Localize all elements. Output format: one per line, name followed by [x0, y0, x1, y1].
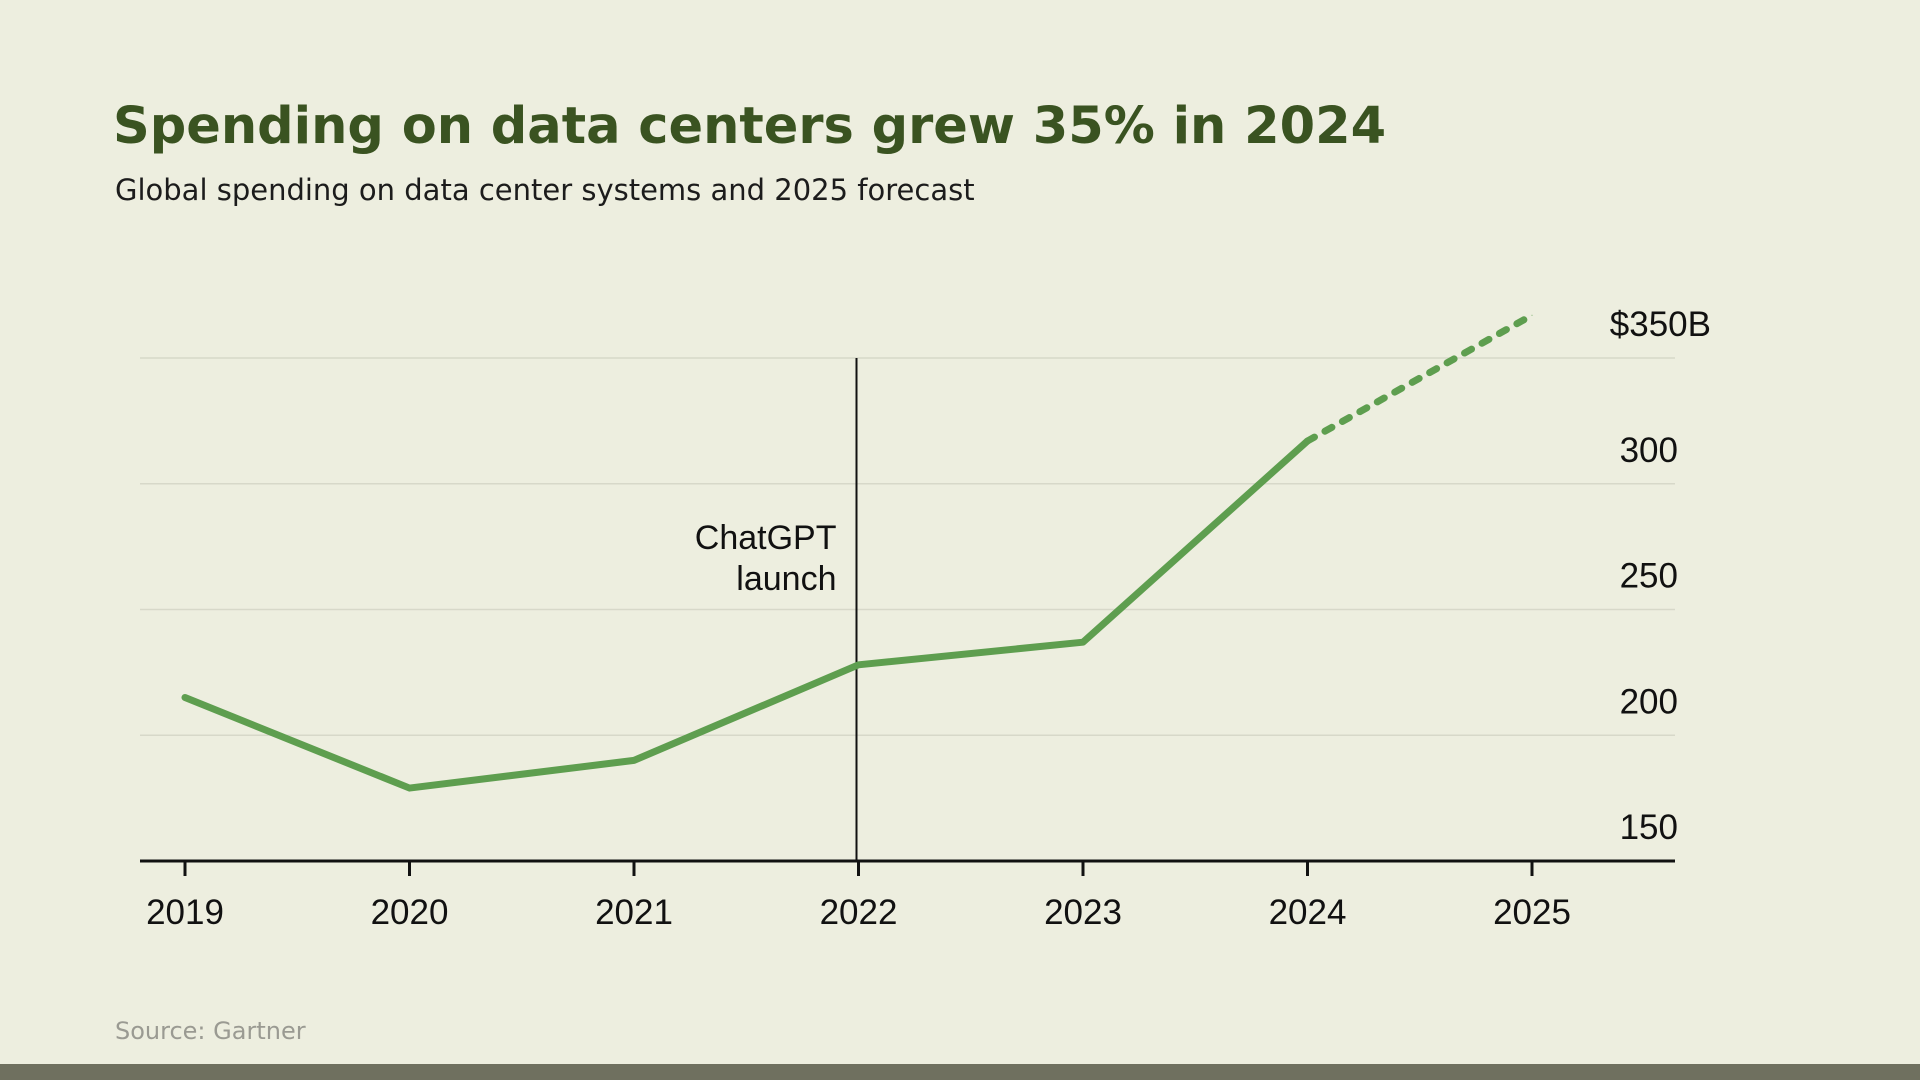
- x-tick-label-2025: 2025: [1493, 893, 1571, 932]
- data-point-2022: [858, 664, 859, 666]
- x-tick-label-2019: 2019: [146, 893, 224, 932]
- x-tick-label-2022: 2022: [820, 893, 898, 932]
- chart-title: Spending on data centers grew 35% in 202…: [113, 97, 1387, 156]
- x-tick-label-2021: 2021: [595, 893, 673, 932]
- data-point-2019: [184, 697, 186, 699]
- x-tick-label-2020: 2020: [371, 893, 449, 932]
- y-axis-tick-labels: 150 200 250 300 $350B: [1610, 305, 1711, 847]
- data-point-2020: [409, 787, 410, 789]
- annotation-label-line: launch: [736, 560, 836, 598]
- annotation-label-line: ChatGPT: [695, 519, 837, 557]
- chart-subtitle: Global spending on data center systems a…: [115, 173, 975, 207]
- series-line-forecast: [1304, 311, 1536, 445]
- data-point-2025: [1531, 314, 1533, 316]
- x-tick-label-2024: 2024: [1269, 893, 1347, 932]
- data-point-2021: [633, 759, 635, 761]
- data-point-2024: [1307, 440, 1308, 442]
- annotation-label: ChatGPT launch: [695, 519, 837, 598]
- gridlines: [140, 357, 1675, 736]
- y-tick-label-250: 250: [1620, 557, 1678, 596]
- y-tick-label-350: $350B: [1610, 305, 1711, 344]
- data-point-2023: [1082, 641, 1084, 643]
- source-note: Source: Gartner: [115, 1017, 306, 1045]
- y-tick-label-150: 150: [1620, 808, 1678, 847]
- y-tick-label-300: 300: [1620, 431, 1678, 470]
- footer-bar: [0, 1064, 1920, 1080]
- chatgpt-launch-annotation: ChatGPT launch: [695, 358, 858, 861]
- series-line-actual: [181, 437, 1311, 792]
- series-line-group: [181, 311, 1536, 792]
- x-tick-label-2023: 2023: [1044, 893, 1122, 932]
- x-axis: 2019 2020 2021 2022 2023 2024 2025: [140, 859, 1675, 932]
- y-tick-label-200: 200: [1620, 682, 1678, 721]
